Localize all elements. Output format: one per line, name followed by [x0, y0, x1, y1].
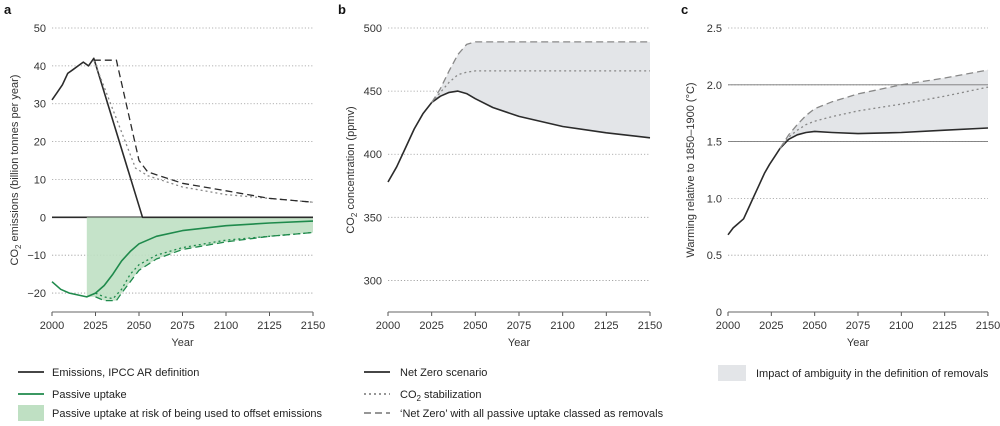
y-axis-label: CO2 emissions (billion tonnes per year) — [9, 75, 23, 266]
y-tick-label: 2.5 — [707, 23, 722, 35]
legend-emissions: Emissions, IPCC AR definition — [52, 367, 199, 379]
x-tick-label: 2100 — [214, 320, 238, 332]
legend-ambiguity: Impact of ambiguity in the definition of… — [756, 368, 989, 380]
ambiguity-fill — [431, 41, 650, 138]
legend-stab-sub: 2 — [417, 394, 422, 403]
series-line-2 — [93, 59, 314, 203]
panel-letter-c: c — [681, 2, 688, 17]
legend-risk-swatch — [18, 405, 44, 421]
x-tick-label: 2150 — [638, 320, 662, 332]
x-axis-label: Year — [847, 337, 870, 349]
x-tick-label: 2000 — [376, 320, 400, 332]
ambiguity-fill — [780, 70, 988, 149]
x-tick-label: 2100 — [889, 320, 913, 332]
series-line-2 — [779, 86, 989, 149]
y-axis-label: CO2 concentration (ppmv) — [345, 106, 359, 233]
y-axis-label-rest: emissions (billion tonnes per year) — [9, 75, 21, 245]
x-tick-label: 2050 — [802, 320, 826, 332]
y-tick-label: 300 — [364, 275, 382, 287]
legend-stab-post: stabilization — [421, 389, 482, 401]
x-axis-label: Year — [508, 337, 531, 349]
y-axis-label-main: CO — [345, 217, 357, 234]
y-tick-label: 1.5 — [707, 137, 722, 149]
legend-netzero: Net Zero scenario — [400, 367, 487, 379]
panel-letter-a: a — [4, 2, 12, 17]
legend-stab-pre: CO — [400, 389, 417, 401]
y-tick-label: 20 — [34, 137, 46, 149]
x-tick-label: 2025 — [83, 320, 107, 332]
x-tick-label: 2025 — [419, 320, 443, 332]
y-tick-label: 0 — [40, 212, 46, 224]
legend-netzero-all: ‘Net Zero’ with all passive uptake class… — [400, 408, 664, 420]
panel-letter-b: b — [338, 2, 346, 17]
series-line-2 — [431, 70, 650, 103]
y-tick-label: −10 — [27, 250, 46, 262]
x-tick-label: 2125 — [932, 320, 956, 332]
series-line-3 — [93, 59, 314, 203]
y-axis-label-sub: 2 — [14, 244, 23, 249]
legend-passive: Passive uptake — [52, 389, 127, 401]
x-tick-label: 2125 — [594, 320, 618, 332]
legend-risk: Passive uptake at risk of being used to … — [52, 408, 323, 420]
series-line-1 — [727, 127, 989, 236]
series-line-4 — [51, 220, 314, 298]
y-axis-label-rest: concentration (ppmv) — [345, 106, 357, 212]
series-line-6 — [95, 231, 314, 302]
y-tick-label: 40 — [34, 61, 46, 73]
x-tick-label: 2150 — [301, 320, 325, 332]
x-tick-label: 2025 — [759, 320, 783, 332]
panel-b: b 300 350 400 450 500 2000 2025 2050 2075 2100 2125… — [338, 2, 662, 349]
series-line-1 — [387, 90, 651, 183]
x-tick-label: 2000 — [716, 320, 740, 332]
x-tick-label: 2050 — [127, 320, 151, 332]
y-tick-label: 450 — [364, 86, 382, 98]
legend-stab: CO2 stabilization — [400, 389, 482, 403]
series-line-1 — [51, 57, 313, 219]
y-axis-label-main: Warming relative to 1850–1900 (°C) — [685, 82, 697, 257]
y-tick-label: 400 — [364, 149, 382, 161]
y-tick-label: 30 — [34, 99, 46, 111]
legend-ambiguity-swatch — [718, 365, 746, 381]
series-line-5 — [95, 231, 314, 300]
y-axis-label: Warming relative to 1850–1900 (°C) — [685, 82, 697, 257]
y-tick-label: 1.0 — [707, 193, 722, 205]
y-tick-label: −20 — [27, 288, 46, 300]
y-axis-label-sub: 2 — [350, 212, 359, 217]
x-tick-label: 2150 — [976, 320, 1000, 332]
risk-fill — [86, 217, 313, 301]
y-tick-label: 500 — [364, 23, 382, 35]
x-tick-label: 2100 — [550, 320, 574, 332]
y-tick-label: 2.0 — [707, 80, 722, 92]
x-tick-label: 2050 — [463, 320, 487, 332]
x-tick-label: 2075 — [846, 320, 870, 332]
x-axis-label: Year — [171, 337, 194, 349]
panel-a: a −20 −10 0 10 20 30 40 50 2000 2025 2050 2075 2100 21… — [4, 2, 325, 349]
panel-c: c 0 0.5 1.0 1.5 2.0 2.5 2000 2025 2050 2075 2100 212… — [681, 2, 1000, 349]
y-tick-label: 350 — [364, 212, 382, 224]
y-tick-label: 0 — [716, 307, 722, 319]
x-tick-label: 2000 — [40, 320, 64, 332]
y-axis-label-main: CO — [9, 249, 21, 266]
y-tick-label: 0.5 — [707, 250, 722, 262]
y-tick-label: 10 — [34, 174, 46, 186]
y-tick-label: 50 — [34, 23, 46, 35]
x-tick-label: 2125 — [257, 320, 281, 332]
x-tick-label: 2075 — [170, 320, 194, 332]
series-line-3 — [779, 69, 989, 149]
series-line-3 — [431, 41, 650, 103]
x-tick-label: 2075 — [507, 320, 531, 332]
